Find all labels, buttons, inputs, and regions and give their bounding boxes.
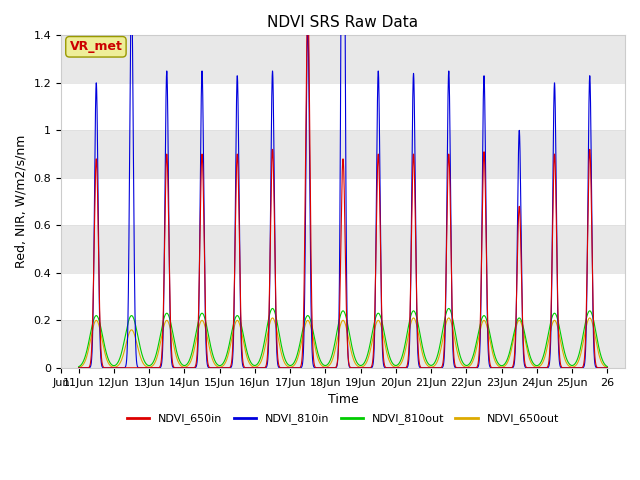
- X-axis label: Time: Time: [328, 393, 358, 406]
- Bar: [61, 225, 625, 273]
- Legend: NDVI_650in, NDVI_810in, NDVI_810out, NDVI_650out: NDVI_650in, NDVI_810in, NDVI_810out, NDV…: [123, 409, 563, 429]
- Bar: [61, 131, 625, 178]
- Text: VR_met: VR_met: [70, 40, 122, 53]
- Title: NDVI SRS Raw Data: NDVI SRS Raw Data: [268, 15, 419, 30]
- Y-axis label: Red, NIR, W/m2/s/nm: Red, NIR, W/m2/s/nm: [15, 135, 28, 268]
- Bar: [61, 36, 625, 83]
- Bar: [61, 320, 625, 368]
